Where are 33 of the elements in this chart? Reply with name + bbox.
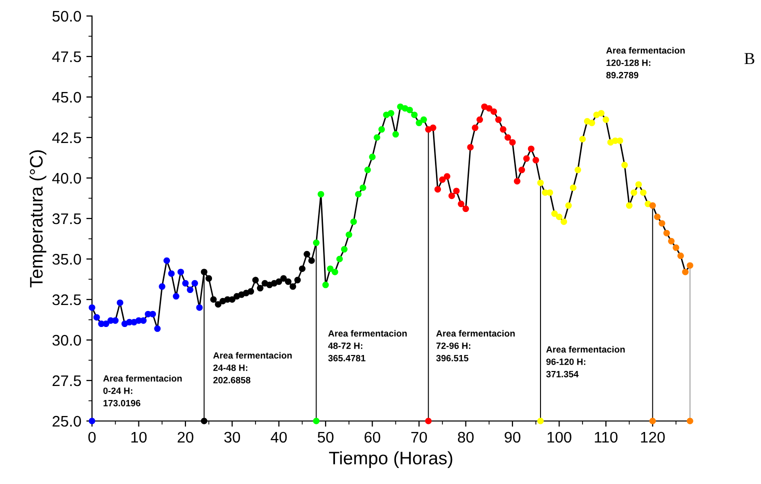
y-tick-label: 40.0 — [52, 172, 81, 184]
x-tick-label: 110 — [594, 432, 618, 443]
annotation: Area fermentacion 48-72 H: 365.4781 — [328, 330, 407, 362]
x-tick-label: 60 — [364, 432, 380, 443]
text: B — [744, 53, 754, 64]
annotation: Area fermentacion 96-120 H: 371.354 — [546, 346, 625, 378]
y-tick-label: 42.5 — [52, 132, 81, 144]
x-tick-label: 50 — [318, 432, 334, 443]
y-tick-label: 30.0 — [52, 334, 81, 346]
y-tick-label: 27.5 — [52, 375, 81, 386]
x-tick-label: 40 — [270, 432, 287, 443]
y-axis-title: Temperatura (°C) — [29, 150, 46, 288]
y-tick-label: 35.0 — [52, 254, 81, 265]
y-tick-label: 32.5 — [52, 294, 81, 306]
x-tick-label: 90 — [504, 432, 520, 443]
x-tick-label: 0 — [88, 432, 96, 443]
y-tick-label: 45.0 — [52, 92, 81, 103]
x-tick-label: 20 — [178, 432, 194, 443]
annotation: Area fermentacion 24-48 H: 202.6858 — [213, 352, 292, 384]
x-axis-title: Tiempo (Horas) — [329, 451, 452, 468]
y-tick-label: 47.5 — [52, 52, 81, 62]
x-tick-label: 30 — [224, 432, 240, 443]
x-tick-label: 100 — [548, 432, 572, 443]
x-tick-label: 120 — [641, 432, 665, 443]
annotation: Area fermentacion 72-96 H: 396.515 — [436, 330, 515, 362]
x-tick-label: 80 — [458, 432, 474, 443]
y-tick-label: 50.0 — [52, 10, 81, 22]
annotation: Area fermentacion 0-24 H: 173.0196 — [103, 375, 182, 406]
x-tick-label: 70 — [411, 432, 427, 443]
x-tick-label: 10 — [131, 432, 147, 443]
annotation: Area fermentacion 120-128 H: 89.2789 — [606, 47, 685, 78]
y-tick-label: 37.5 — [52, 213, 81, 224]
y-tick-label: 25.0 — [52, 416, 81, 427]
